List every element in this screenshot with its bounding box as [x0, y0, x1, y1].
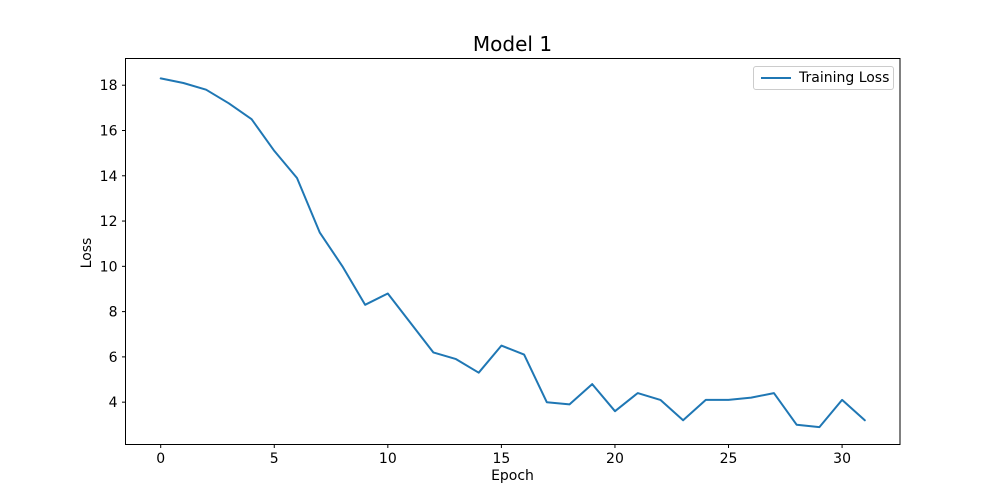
x-tick-label: 10 — [379, 451, 397, 467]
y-tick-label: 8 — [109, 305, 118, 321]
x-tick-label: 0 — [156, 451, 165, 467]
training-loss-line — [159, 77, 866, 429]
y-tick-label: 10 — [100, 259, 118, 275]
axes-frame — [125, 58, 901, 445]
y-tick-label: 6 — [109, 350, 118, 366]
legend: Training Loss — [753, 66, 894, 90]
legend-line-sample-icon — [761, 77, 791, 79]
y-tick-label: 18 — [100, 78, 118, 94]
y-tick-label: 16 — [100, 123, 118, 139]
x-tick-label: 15 — [492, 451, 510, 467]
y-axis-label: Loss — [79, 237, 95, 269]
y-tick-label: 4 — [109, 395, 118, 411]
x-tick-label: 20 — [606, 451, 624, 467]
chart-title: Model 1 — [472, 32, 553, 56]
y-tick-label: 12 — [100, 214, 118, 230]
x-tick-label: 5 — [270, 451, 279, 467]
x-axis-label: Epoch — [491, 468, 534, 484]
x-tick-label: 25 — [720, 451, 738, 467]
legend-label: Training Loss — [799, 70, 890, 86]
y-tick-label: 14 — [100, 169, 118, 185]
x-tick-label: 30 — [833, 451, 851, 467]
